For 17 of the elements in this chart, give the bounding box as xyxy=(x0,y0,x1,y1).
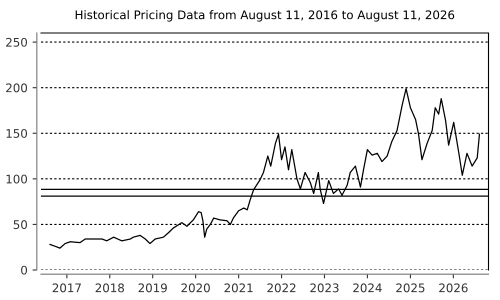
y-tick-label: 100 xyxy=(6,174,28,184)
x-tick-label: 2022 xyxy=(267,283,296,292)
x-tick-label: 2026 xyxy=(439,283,468,292)
y-tick-label: 150 xyxy=(6,128,28,138)
y-tick-label: 0 xyxy=(21,266,28,275)
x-tick-label: 2020 xyxy=(181,283,210,292)
x-tick-label: 2017 xyxy=(52,283,81,292)
x-tick-label: 2025 xyxy=(396,283,424,292)
y-tick-label: 250 xyxy=(6,38,28,47)
x-tick-label: 2024 xyxy=(353,283,382,292)
y-tick-label: 50 xyxy=(14,220,28,230)
x-tick-label: 2023 xyxy=(310,283,339,292)
x-tick-label: 2021 xyxy=(224,283,253,292)
y-tick-label: 200 xyxy=(6,83,28,92)
x-tick-label: 2018 xyxy=(96,283,124,292)
x-tick-label: 2019 xyxy=(138,283,167,292)
chart-title: Historical Pricing Data from August 11, 2016 to August 11, 2026 xyxy=(76,10,454,22)
